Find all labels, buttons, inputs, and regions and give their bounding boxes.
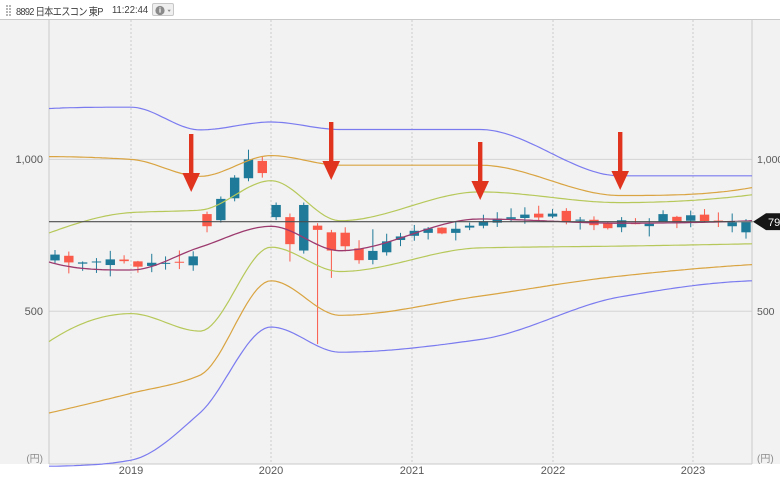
svg-text:500: 500 xyxy=(25,306,43,318)
svg-text:(円): (円) xyxy=(26,454,43,465)
svg-text:500: 500 xyxy=(757,306,775,318)
svg-text:(円): (円) xyxy=(757,454,774,465)
svg-text:1,000: 1,000 xyxy=(15,154,43,166)
svg-text:2023: 2023 xyxy=(681,465,705,477)
svg-text:2021: 2021 xyxy=(400,465,424,477)
svg-text:2020: 2020 xyxy=(259,465,283,477)
svg-text:794: 794 xyxy=(768,217,780,229)
svg-text:2022: 2022 xyxy=(541,465,565,477)
svg-text:1,000: 1,000 xyxy=(757,154,780,166)
svg-text:2019: 2019 xyxy=(119,465,143,477)
